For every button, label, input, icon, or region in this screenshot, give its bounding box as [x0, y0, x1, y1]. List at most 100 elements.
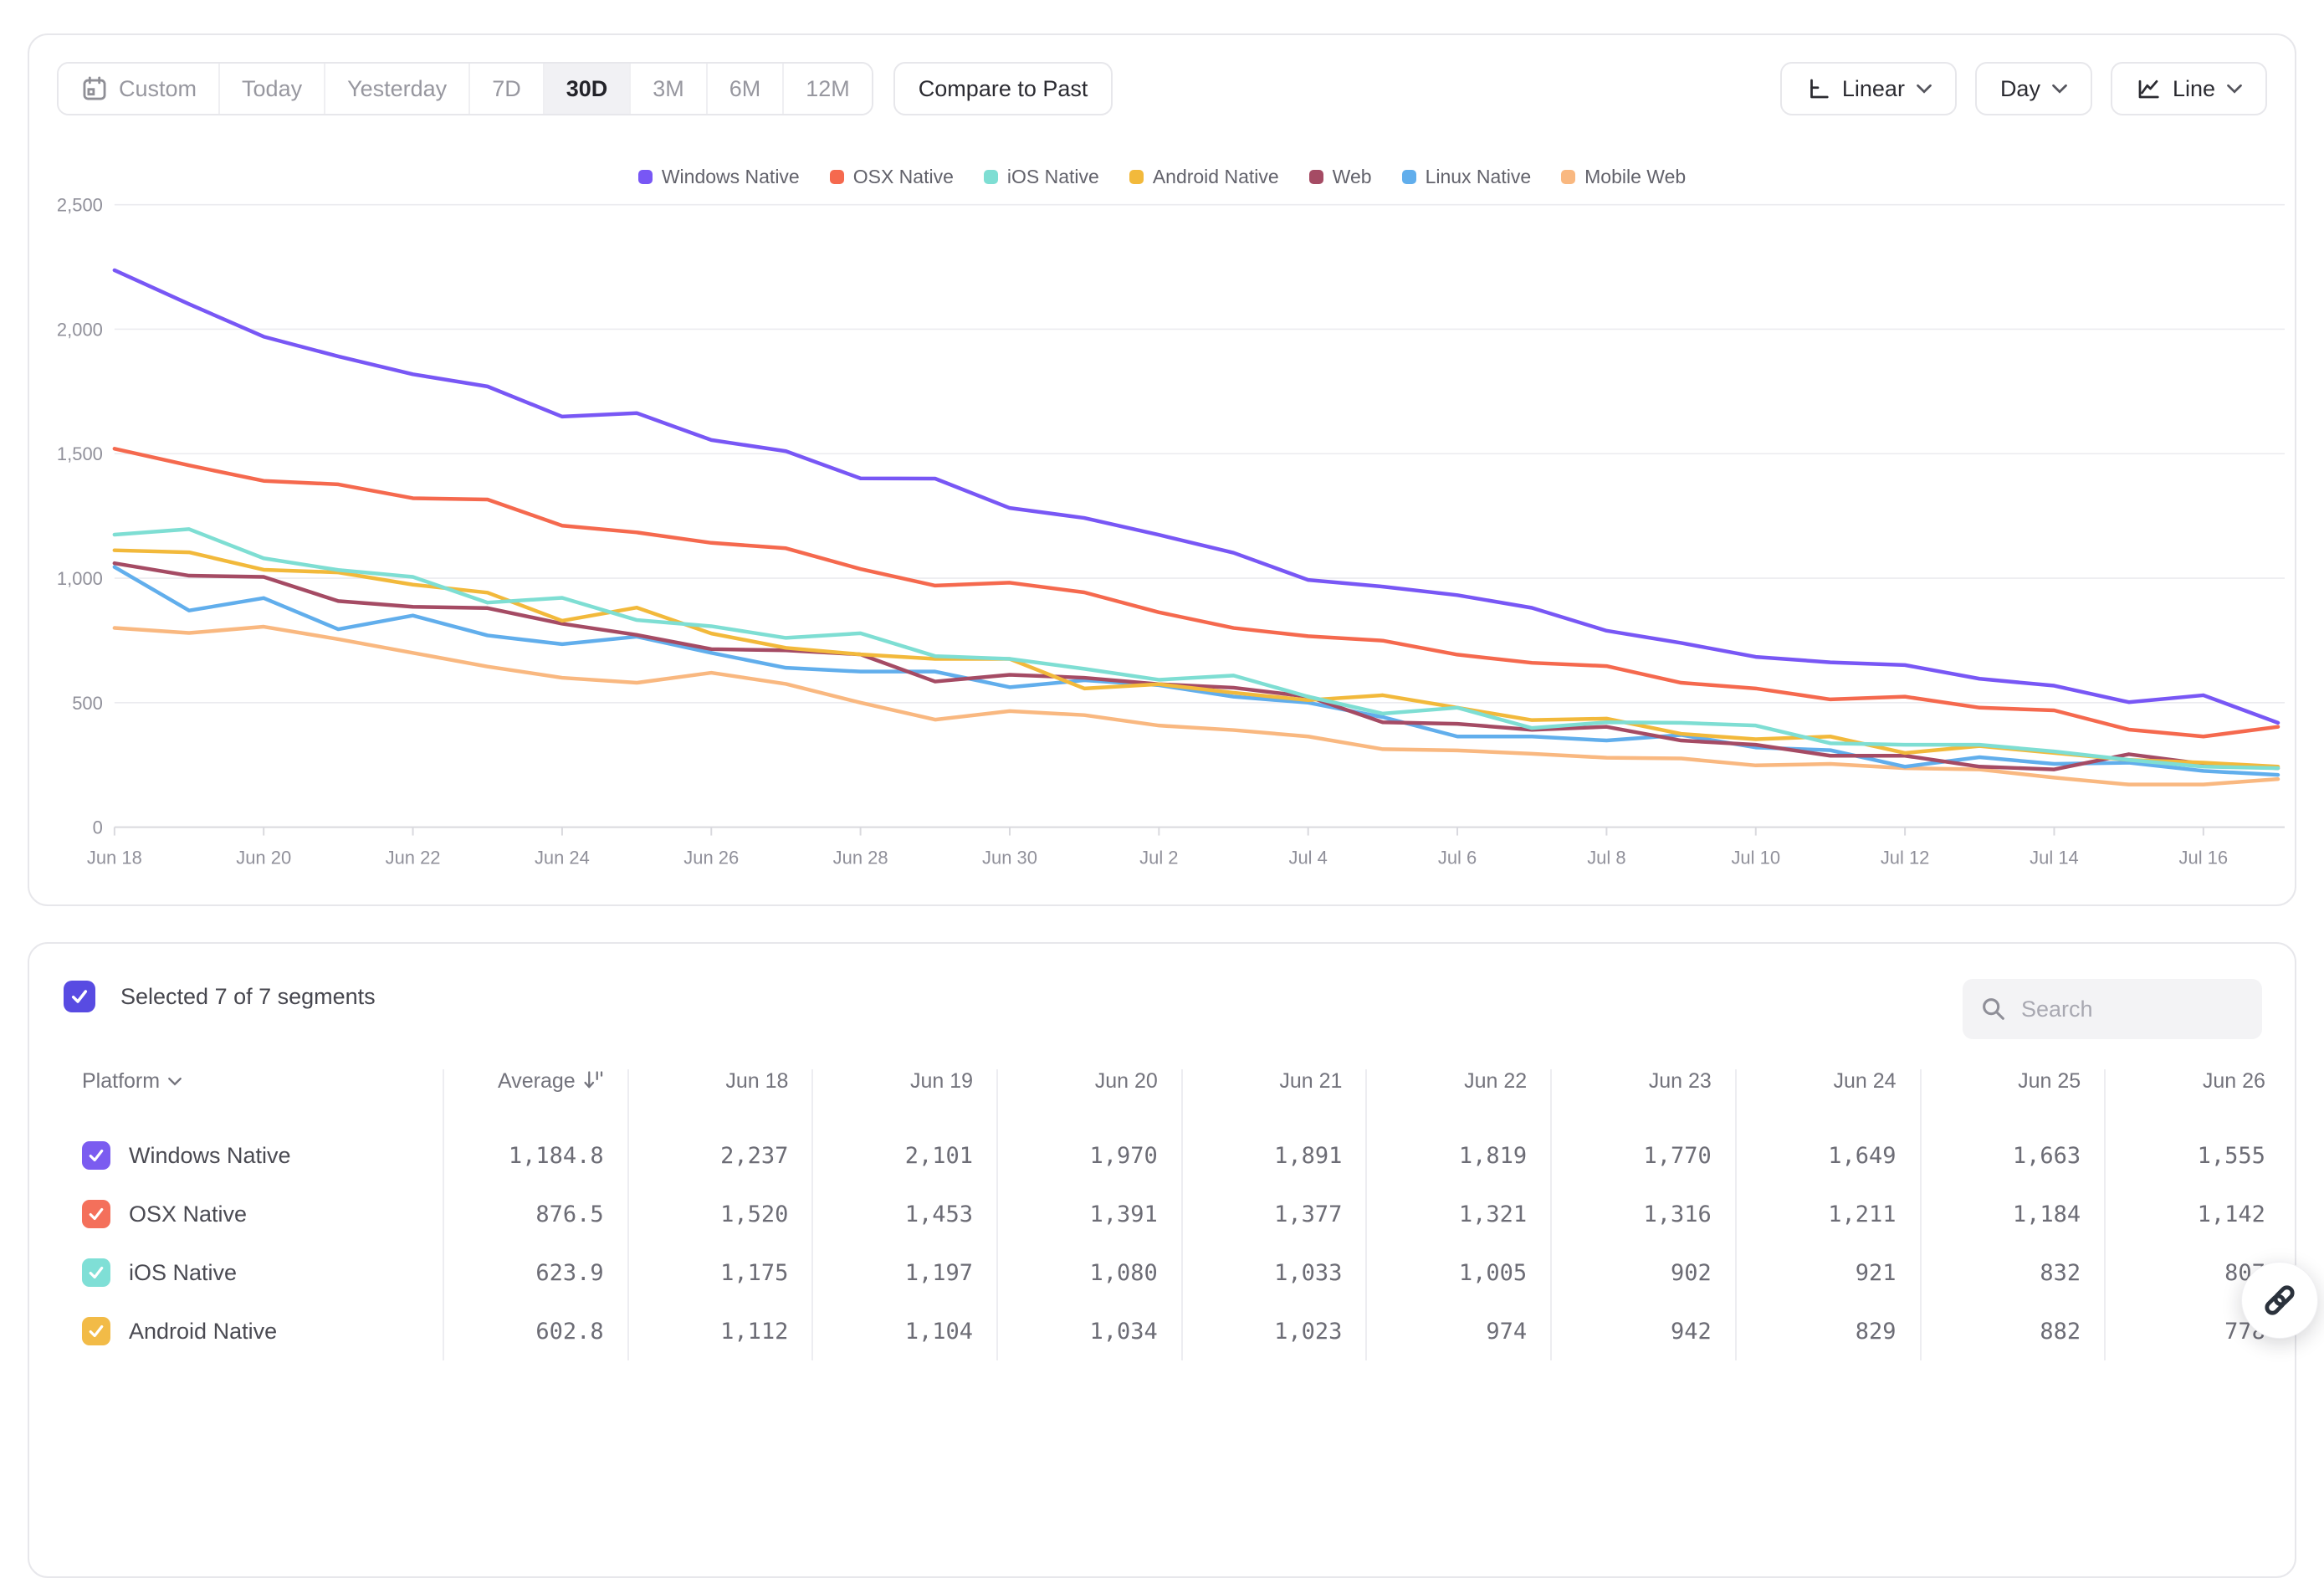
date-header-label: Jun 19	[910, 1069, 974, 1093]
x-axis-tick-label: Jun 26	[683, 848, 739, 868]
chart-series-mobile-web[interactable]	[112, 624, 2280, 786]
range-button-today[interactable]: Today	[220, 64, 326, 114]
date-header-jun-24[interactable]: Jun 24	[1734, 1069, 1920, 1126]
y-axis-tick-label: 1,500	[57, 443, 103, 464]
value-jun-22: 974	[1365, 1302, 1550, 1360]
date-header-jun-22[interactable]: Jun 22	[1365, 1069, 1550, 1126]
select-all-checkbox[interactable]	[64, 981, 95, 1012]
value-jun-18: 1,112	[627, 1302, 812, 1360]
legend-label: iOS Native	[1006, 166, 1099, 187]
chart-series-osx-native[interactable]	[112, 447, 2280, 739]
search-input[interactable]	[2021, 996, 2245, 1022]
value-jun-23: 1,770	[1550, 1126, 1735, 1185]
date-header-jun-20[interactable]: Jun 20	[996, 1069, 1181, 1126]
range-button-3m[interactable]: 3M	[631, 64, 708, 114]
legend-item-web[interactable]: Web	[1308, 166, 1372, 188]
chart-series-windows-native[interactable]	[112, 268, 2280, 725]
interval-label: Day	[1999, 75, 2040, 101]
value-jun-20: 1,080	[996, 1243, 1181, 1302]
range-button-6m[interactable]: 6M	[707, 64, 785, 114]
date-header-label: Jun 24	[1833, 1069, 1897, 1093]
legend-label: Windows Native	[661, 166, 800, 187]
legend-item-mobile-web[interactable]: Mobile Web	[1561, 166, 1686, 188]
value-jun-23: 1,316	[1550, 1185, 1735, 1243]
legend-item-windows-native[interactable]: Windows Native	[637, 166, 800, 188]
value-jun-25: 882	[1919, 1302, 2105, 1360]
table-row-windows-native: Windows Native 1,184.8 2,237 2,101 1,970 1,89…	[29, 1126, 2295, 1185]
segments-card: Selected 7 of 7 segments Platform Averag…	[28, 942, 2296, 1578]
y-axis-tick-label: 1,000	[57, 568, 103, 589]
interval-dropdown[interactable]: Day	[1974, 62, 2092, 115]
platform-cell: Android Native	[82, 1317, 443, 1345]
legend-item-ios-native[interactable]: iOS Native	[983, 166, 1099, 188]
legend-item-osx-native[interactable]: OSX Native	[829, 166, 954, 188]
date-header-jun-18[interactable]: Jun 18	[627, 1069, 812, 1126]
y-axis-tick-label: 2,500	[57, 195, 103, 216]
chevron-down-icon	[2052, 84, 2067, 94]
value-jun-19: 2,101	[811, 1126, 996, 1185]
value-jun-21: 1,033	[1180, 1243, 1366, 1302]
scale-dropdown[interactable]: Linear	[1779, 62, 1957, 115]
x-axis-tick-label: Jul 12	[1881, 848, 1930, 868]
chart-type-dropdown[interactable]: Line	[2110, 62, 2267, 115]
segment-checkbox-osx-native[interactable]	[82, 1200, 110, 1228]
x-axis-tick-label: Jun 22	[386, 848, 441, 868]
date-range-controls: Custom Today Yesterday 7D 30D 3M 6M 12M Compare…	[57, 62, 1113, 115]
range-button-7d[interactable]: 7D	[470, 64, 545, 114]
legend-label: Web	[1332, 166, 1372, 187]
x-axis-tick-label: Jul 10	[1731, 848, 1780, 868]
chart-series-android-native[interactable]	[112, 548, 2280, 769]
legend-item-android-native[interactable]: Android Native	[1129, 166, 1279, 188]
platform-name: Android Native	[129, 1318, 278, 1344]
legend-swatch	[637, 170, 653, 184]
x-axis-tick-label: Jun 30	[982, 848, 1037, 868]
legend-swatch	[1308, 170, 1323, 184]
date-header-jun-25[interactable]: Jun 25	[1919, 1069, 2105, 1126]
range-button-30d[interactable]: 30D	[544, 64, 632, 114]
date-header-jun-19[interactable]: Jun 19	[811, 1069, 996, 1126]
segment-checkbox-android-native[interactable]	[82, 1317, 110, 1345]
average-header-label: Average	[498, 1069, 576, 1093]
value-jun-20: 1,391	[996, 1185, 1181, 1243]
y-axis-tick-label: 0	[93, 817, 103, 838]
compare-to-past-button[interactable]: Compare to Past	[893, 62, 1113, 115]
chart-series-linux-native[interactable]	[112, 565, 2280, 777]
platform-header-cell[interactable]: Platform	[82, 1069, 443, 1094]
value-jun-22: 1,321	[1365, 1185, 1550, 1243]
average-value: 623.9	[443, 1243, 627, 1302]
date-header-label: Jun 22	[1464, 1069, 1528, 1093]
platform-cell: OSX Native	[82, 1200, 443, 1228]
range-button-custom[interactable]: Custom	[59, 64, 221, 114]
range-button-12m[interactable]: 12M	[784, 64, 872, 114]
value-jun-24: 829	[1734, 1302, 1920, 1360]
chart-series-web[interactable]	[112, 561, 2280, 771]
average-value: 602.8	[443, 1302, 627, 1360]
date-header-jun-26[interactable]: Jun 26	[2104, 1069, 2289, 1126]
chart-gridlines: 0 500 1,000 1,500 2,000 2,500	[57, 195, 2285, 838]
legend-label: OSX Native	[852, 166, 954, 187]
legend-label: Android Native	[1152, 166, 1279, 187]
chart-series-ios-native[interactable]	[112, 527, 2280, 771]
chevron-down-icon	[1917, 84, 1932, 94]
date-header-jun-21[interactable]: Jun 21	[1180, 1069, 1366, 1126]
legend-item-linux-native[interactable]: Linux Native	[1401, 166, 1531, 188]
value-jun-20: 1,034	[996, 1302, 1181, 1360]
value-jun-19: 1,453	[811, 1185, 996, 1243]
average-header-cell[interactable]: Average	[443, 1069, 627, 1126]
segment-checkbox-windows-native[interactable]	[82, 1141, 110, 1170]
table-row-android-native: Android Native 602.8 1,112 1,104 1,034 1,023 9…	[29, 1302, 2295, 1360]
segment-checkbox-ios-native[interactable]	[82, 1258, 110, 1287]
chevron-down-icon	[168, 1077, 182, 1086]
value-jun-20: 1,970	[996, 1126, 1181, 1185]
range-button-yesterday[interactable]: Yesterday	[325, 64, 471, 114]
date-header-jun-23[interactable]: Jun 23	[1550, 1069, 1735, 1126]
x-axis-tick-label: Jun 24	[535, 848, 590, 868]
date-header-label: Jun 18	[725, 1069, 789, 1093]
x-axis-tick-label: Jul 2	[1139, 848, 1178, 868]
average-value: 1,184.8	[443, 1126, 627, 1185]
average-value: 876.5	[443, 1185, 627, 1243]
chevron-down-icon	[2227, 84, 2242, 94]
date-header-label: Jun 25	[2018, 1069, 2081, 1093]
copy-link-button[interactable]	[2241, 1262, 2318, 1339]
value-jun-18: 2,237	[627, 1126, 812, 1185]
